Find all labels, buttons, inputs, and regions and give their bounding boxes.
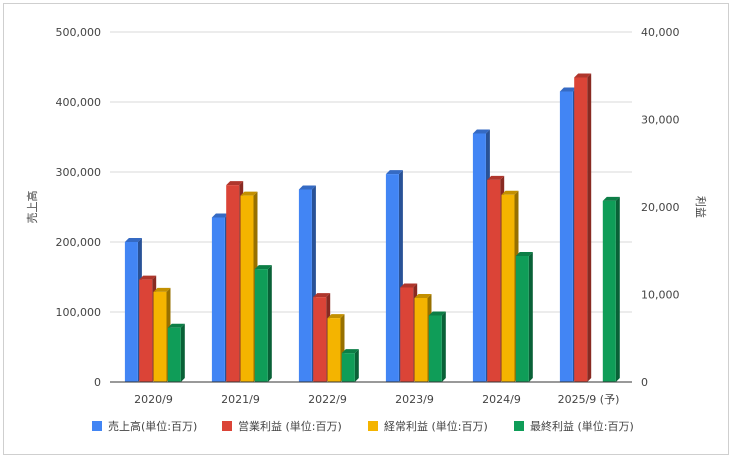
bar-side: [354, 349, 359, 382]
bar: [428, 311, 446, 382]
bar-front: [385, 174, 399, 382]
legend-label: 経常利益 (単位:百万): [384, 419, 488, 433]
category-label: 2025/9 (予): [558, 393, 620, 406]
bar-front: [559, 91, 573, 382]
legend-swatch: [514, 421, 524, 431]
bar-side: [180, 323, 185, 382]
right-axis-title: 利益: [694, 196, 708, 218]
gridlines: [110, 31, 632, 313]
bar: [124, 238, 142, 382]
legend-item: 売上高(単位:百万): [92, 419, 197, 433]
bar-front: [139, 279, 153, 382]
bar-top: [167, 323, 185, 328]
left-tick-label: 100,000: [56, 306, 102, 319]
bar-front: [327, 318, 341, 382]
legend-item: 営業利益 (単位:百万): [222, 419, 342, 433]
bar-side: [441, 311, 446, 382]
bar-front: [240, 195, 254, 382]
left-tick-label: 300,000: [56, 166, 102, 179]
legend-label: 営業利益 (単位:百万): [238, 419, 342, 433]
bar-front: [472, 133, 486, 382]
bar-top: [602, 196, 620, 201]
category-label: 2023/9: [395, 393, 434, 406]
bar-top: [327, 314, 345, 319]
bar-front: [341, 353, 355, 382]
bar-front: [574, 77, 588, 382]
bar-front: [298, 189, 312, 382]
bar: [515, 252, 533, 382]
bar-front: [602, 200, 616, 382]
left-axis-title: 売上高: [25, 191, 39, 224]
category-label: 2021/9: [221, 393, 260, 406]
bar-front: [487, 179, 501, 382]
bar-top: [153, 287, 171, 292]
bar-front: [400, 287, 414, 382]
bar-top: [559, 87, 577, 92]
bar-top: [414, 294, 432, 298]
legend-swatch: [368, 421, 378, 431]
bar-front: [254, 269, 268, 382]
bar-top: [574, 73, 592, 78]
left-tick-label: 200,000: [56, 236, 102, 249]
left-tick-label: 500,000: [56, 26, 102, 39]
bar: [341, 349, 359, 382]
bar-top: [211, 213, 229, 218]
category-label: 2020/9: [134, 393, 173, 406]
bar: [298, 185, 316, 382]
bar-top: [124, 238, 142, 242]
right-tick-label: 10,000: [641, 289, 680, 302]
legend-label: 売上高(単位:百万): [108, 419, 197, 433]
bar-front: [428, 315, 442, 382]
bar-top: [487, 175, 505, 180]
bar-top: [515, 252, 533, 256]
bar-top: [472, 129, 490, 134]
left-tick-label: 400,000: [56, 96, 102, 109]
bar-front: [167, 327, 181, 382]
bar: [574, 73, 592, 382]
bar-front: [124, 242, 138, 382]
bar-side: [615, 196, 620, 382]
bar-top: [341, 349, 359, 354]
legend-item: 最終利益 (単位:百万): [514, 419, 634, 433]
right-tick-label: 20,000: [641, 201, 680, 214]
bar-top: [428, 311, 446, 316]
legend-swatch: [92, 421, 102, 431]
bar-top: [240, 191, 258, 196]
bar-front: [153, 291, 167, 382]
bars: [124, 73, 620, 382]
bar-top: [139, 275, 157, 280]
bar-top: [313, 293, 331, 298]
bar-top: [254, 265, 272, 270]
bar-side: [587, 73, 592, 382]
bar-front: [313, 297, 327, 382]
bar: [167, 323, 185, 382]
right-tick-label: 30,000: [641, 114, 680, 127]
legend-label: 最終利益 (単位:百万): [530, 419, 634, 433]
left-tick-label: 0: [94, 376, 101, 389]
category-label: 2024/9: [482, 393, 521, 406]
bar-front: [211, 217, 225, 382]
legend-swatch: [222, 421, 232, 431]
bar-top: [501, 190, 519, 195]
bar-front: [501, 194, 515, 382]
legend-item: 経常利益 (単位:百万): [368, 419, 488, 433]
bar-top: [385, 170, 403, 175]
bar-front: [226, 185, 240, 382]
bar: [254, 265, 272, 382]
bar: [385, 170, 403, 382]
bar-front: [414, 298, 428, 382]
bar-top: [226, 181, 244, 186]
axes: 0 100,000 200,000 300,000 400,000 500,000 0 10,…: [25, 26, 708, 406]
bar-top: [400, 283, 418, 288]
bar-top: [298, 185, 316, 190]
right-tick-label: 40,000: [641, 26, 680, 39]
bar: [602, 196, 620, 382]
bar-side: [267, 265, 272, 382]
right-tick-label: 0: [641, 376, 648, 389]
category-label: 2022/9: [308, 393, 347, 406]
bar-front: [515, 256, 529, 382]
legend: 売上高(単位:百万) 営業利益 (単位:百万) 経常利益 (単位:百万) 最終利益 (…: [92, 419, 634, 433]
bar-side: [528, 252, 533, 382]
